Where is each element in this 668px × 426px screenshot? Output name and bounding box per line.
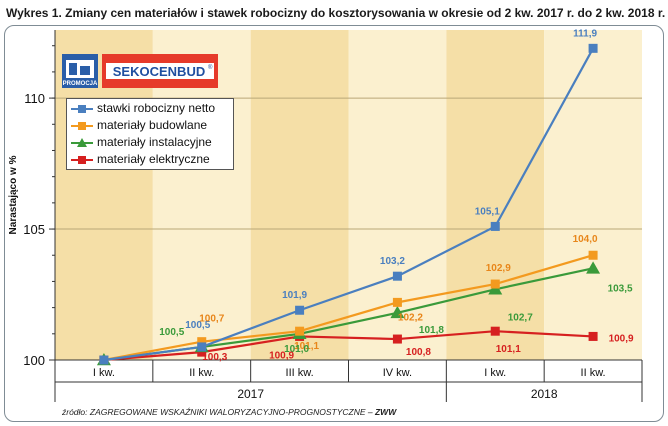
data-point (588, 331, 598, 341)
data-point (392, 297, 402, 307)
x-tick-label: II kw. (581, 367, 606, 379)
data-label: 103,5 (608, 283, 633, 294)
data-label: 101,1 (294, 341, 319, 352)
data-point (295, 305, 305, 315)
y-axis-label: Narastająco w % (8, 155, 19, 234)
sekocenbud-logo: PROMOCJA SEKOCENBUD ® (62, 54, 218, 88)
logo-promo-text: PROMOCJA (63, 81, 98, 87)
x-tick-label: I kw. (484, 367, 506, 379)
y-tick-label: 105 (23, 222, 45, 237)
data-point (588, 250, 598, 260)
data-point (392, 271, 402, 281)
source-note: źródło: ZAGREGOWANE WSKAŹNIKI WALORYZACY… (62, 407, 396, 417)
data-label: 100,3 (202, 352, 227, 363)
data-point (295, 326, 305, 336)
data-label: 100,9 (609, 333, 634, 344)
data-label: 100,7 (199, 314, 224, 325)
data-point (586, 261, 601, 274)
chart-legend: stawki robocizny netto materiały budowla… (66, 98, 234, 170)
data-point (99, 355, 109, 365)
legend-item: materiały elektryczne (67, 151, 233, 168)
data-point (392, 334, 402, 344)
series-line (103, 254, 594, 362)
data-label: 111,9 (573, 28, 597, 39)
quarter-band (544, 30, 642, 360)
legend-label: materiały budowlane (97, 118, 208, 132)
data-label: 103,2 (380, 256, 405, 267)
y-tick-label: 100 (23, 353, 45, 368)
data-label: 101,1 (496, 344, 521, 355)
legend-label: materiały elektryczne (97, 152, 210, 166)
legend-item: materiały budowlane (67, 117, 233, 134)
data-label: 100,8 (406, 347, 431, 358)
data-label: 100,5 (159, 327, 184, 338)
data-point (490, 279, 500, 289)
legend-item: materiały instalacyjne (67, 134, 233, 151)
data-label: 102,2 (398, 312, 423, 323)
year-label: 2017 (237, 387, 264, 401)
data-label: 102,9 (486, 263, 511, 274)
quarter-band (446, 30, 545, 360)
data-label: 101,8 (419, 325, 444, 336)
source-bold: ZWW (374, 407, 397, 417)
legend-marker-square (78, 122, 86, 130)
data-point (197, 337, 207, 347)
chart-title: Wykres 1. Zmiany cen materiałów i stawek… (6, 6, 666, 20)
x-tick-label: I kw. (93, 367, 115, 379)
data-point (490, 221, 500, 231)
data-label: 101,9 (282, 290, 307, 301)
legend-marker-square (78, 156, 86, 164)
data-label: 100,5 (185, 320, 210, 331)
data-label: 104,0 (573, 234, 598, 245)
y-tick-label: 110 (24, 91, 45, 106)
source-prefix: źródło: ZAGREGOWANE WSKAŹNIKI WALORYZACY… (62, 407, 375, 417)
legend-marker-square (78, 105, 86, 113)
series-line (103, 47, 595, 362)
data-label: 101,0 (284, 344, 309, 355)
data-point (390, 305, 405, 319)
x-tick-label: III kw. (286, 367, 314, 379)
x-tick-label: IV kw. (383, 367, 412, 379)
legend-label: materiały instalacyjne (97, 135, 212, 149)
legend-marker-triangle (77, 138, 87, 147)
series-line (103, 330, 594, 362)
legend-label: stawki robocizny netto (97, 101, 216, 115)
data-point (490, 326, 500, 336)
x-tick-label: II kw. (189, 367, 214, 379)
data-point (588, 43, 598, 53)
data-label: 105,1 (475, 206, 500, 217)
quarter-band (250, 30, 349, 360)
legend-item: stawki robocizny netto (67, 100, 233, 117)
year-label: 2018 (531, 387, 558, 401)
logo-registered-mark: ® (208, 64, 213, 71)
data-label: 102,7 (508, 312, 533, 323)
data-point (197, 342, 207, 352)
logo-brand-text: SEKOCENBUD (113, 64, 205, 79)
data-label: 100,9 (269, 350, 294, 361)
